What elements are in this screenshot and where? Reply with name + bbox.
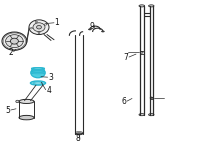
Circle shape	[31, 27, 33, 29]
Text: 6: 6	[122, 97, 126, 106]
Circle shape	[37, 25, 41, 29]
Ellipse shape	[31, 68, 45, 78]
Circle shape	[16, 100, 19, 103]
Circle shape	[29, 20, 49, 35]
Ellipse shape	[88, 29, 91, 30]
Ellipse shape	[75, 133, 83, 135]
Ellipse shape	[31, 68, 45, 69]
Ellipse shape	[30, 81, 46, 85]
Text: 8: 8	[76, 134, 80, 143]
Ellipse shape	[19, 99, 34, 103]
Ellipse shape	[33, 82, 43, 84]
Ellipse shape	[31, 69, 45, 71]
Ellipse shape	[102, 31, 104, 32]
Text: 9: 9	[90, 22, 94, 31]
Text: 1: 1	[55, 18, 59, 27]
Circle shape	[10, 38, 18, 44]
Circle shape	[2, 32, 27, 50]
Circle shape	[141, 51, 143, 53]
Circle shape	[35, 21, 37, 23]
Circle shape	[45, 24, 47, 25]
Ellipse shape	[31, 72, 45, 74]
Text: 2: 2	[9, 48, 13, 57]
Ellipse shape	[139, 5, 145, 7]
Ellipse shape	[139, 114, 145, 116]
Ellipse shape	[149, 114, 154, 116]
Circle shape	[6, 35, 23, 48]
Text: 4: 4	[47, 86, 51, 95]
Circle shape	[33, 23, 45, 32]
Text: 3: 3	[49, 73, 53, 82]
Ellipse shape	[19, 115, 34, 120]
Circle shape	[38, 32, 40, 34]
Ellipse shape	[149, 5, 154, 7]
Text: 7: 7	[124, 53, 128, 62]
Text: 5: 5	[6, 106, 10, 115]
Ellipse shape	[33, 67, 43, 69]
Ellipse shape	[31, 71, 45, 72]
Circle shape	[150, 97, 153, 99]
